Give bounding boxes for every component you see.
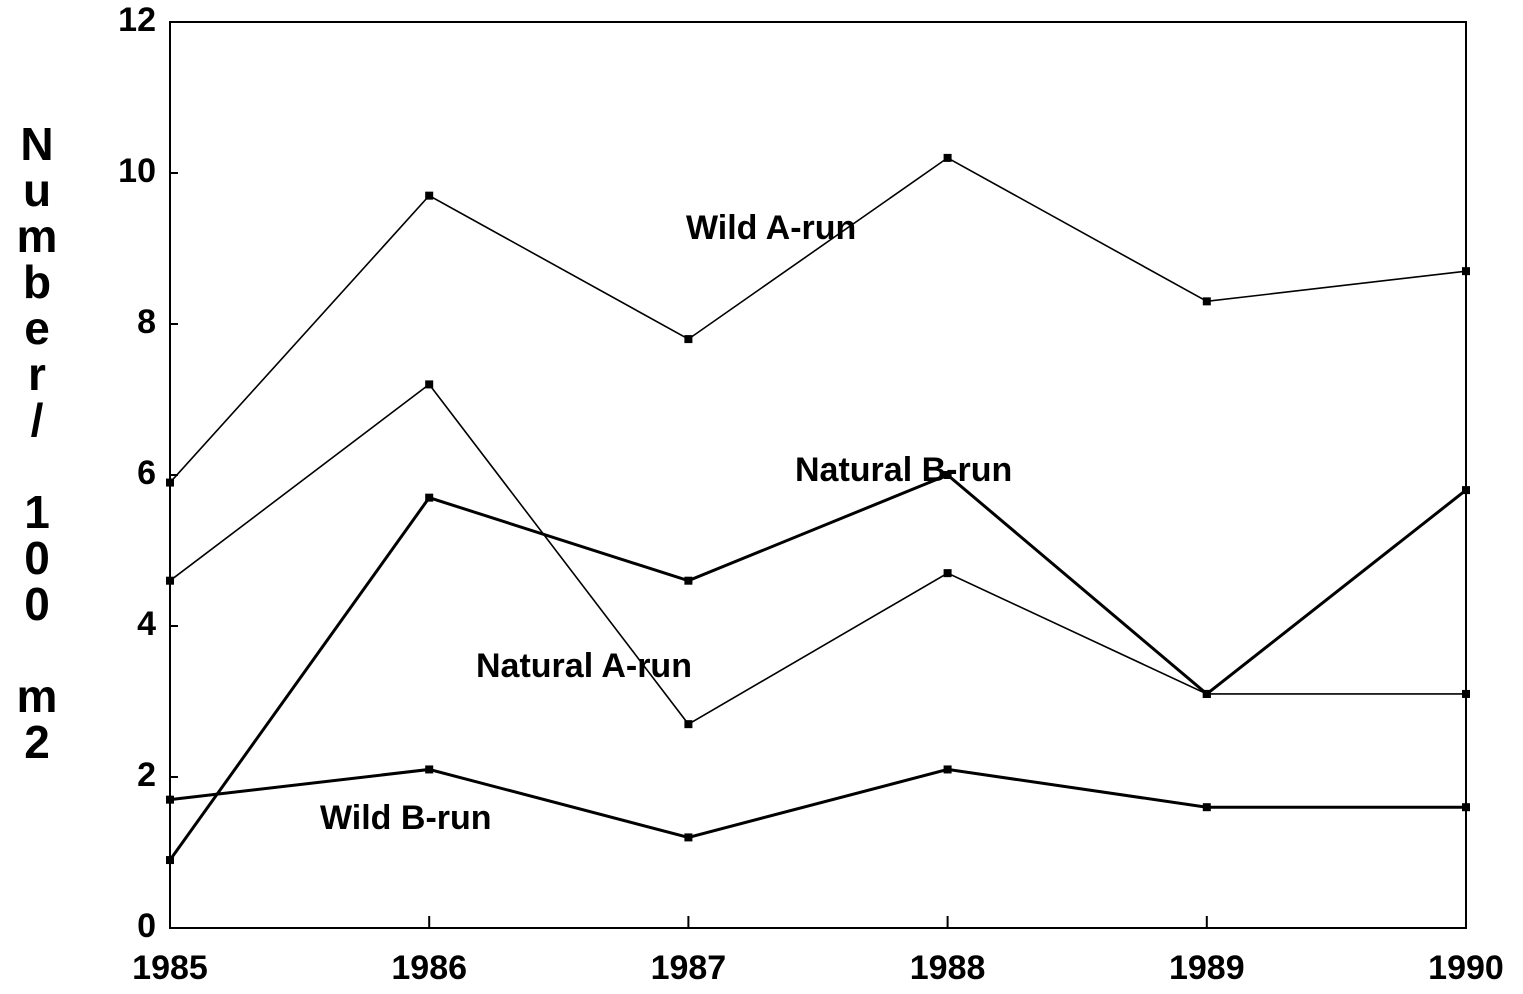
data-point <box>1462 486 1470 495</box>
data-point <box>684 720 693 729</box>
y-tick-label: 8 <box>137 303 156 341</box>
data-point <box>166 795 174 804</box>
data-point <box>943 569 952 578</box>
data-point <box>166 576 174 585</box>
series-label: Wild B-run <box>320 799 492 837</box>
series-line <box>169 383 1466 726</box>
x-tick-label: 1989 <box>1169 949 1245 987</box>
series-label: Natural A-run <box>476 647 692 685</box>
series-line <box>169 767 1466 839</box>
data-point <box>166 478 174 487</box>
data-point <box>684 335 693 344</box>
x-tick-label: 1985 <box>132 949 208 987</box>
y-axis-label: Number/ 100 m2 <box>11 118 63 762</box>
y-tick-label: 10 <box>118 152 156 190</box>
data-point <box>1202 689 1211 698</box>
data-point <box>425 765 434 774</box>
data-point <box>684 833 693 842</box>
y-tick-label: 6 <box>137 454 156 492</box>
data-point <box>425 191 434 200</box>
y-tick-label: 2 <box>137 756 156 794</box>
data-point <box>1202 297 1211 306</box>
series-label: Wild A-run <box>686 209 856 247</box>
x-tick-label: 1990 <box>1428 949 1504 987</box>
data-point <box>943 153 952 162</box>
y-tick-label: 4 <box>137 605 156 643</box>
y-tick-label: 0 <box>137 907 156 945</box>
data-point <box>1202 803 1211 812</box>
y-tick-label: 12 <box>118 1 156 39</box>
data-point <box>684 576 693 585</box>
x-tick-label: 1988 <box>910 949 986 987</box>
x-tick-label: 1986 <box>391 949 467 987</box>
series-label: Natural B-run <box>795 451 1012 489</box>
data-point <box>425 380 434 389</box>
data-point <box>425 493 434 502</box>
series-line <box>168 473 1467 861</box>
data-point <box>943 471 952 479</box>
data-point <box>1462 803 1470 812</box>
x-tick-label: 1987 <box>651 949 727 987</box>
data-point <box>943 765 952 774</box>
data-point <box>1462 689 1470 698</box>
data-point <box>166 856 174 865</box>
data-point <box>1462 267 1470 276</box>
series-line <box>169 156 1467 484</box>
